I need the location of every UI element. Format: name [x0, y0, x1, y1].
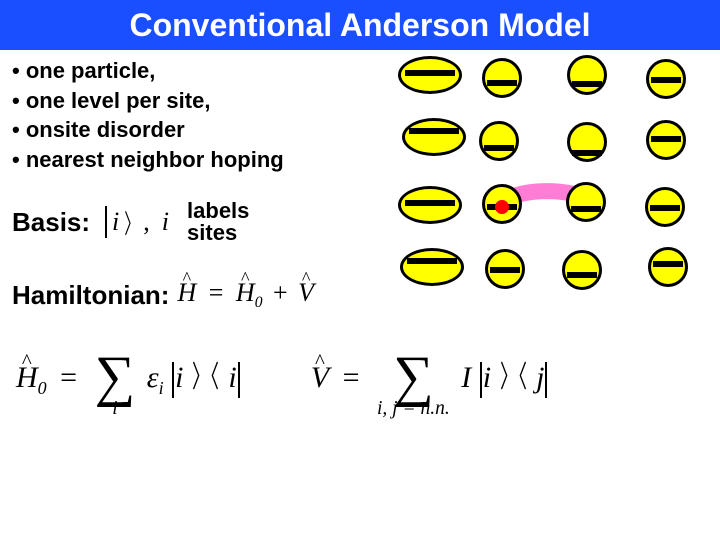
- bullet-item: • onsite disorder: [12, 115, 284, 145]
- bullet-item: • nearest neighbor hoping: [12, 145, 284, 175]
- lattice-site: [479, 121, 519, 161]
- energy-level-icon: [405, 70, 455, 76]
- comma: ,: [143, 207, 150, 237]
- page-title: Conventional Anderson Model: [129, 7, 590, 44]
- energy-level-icon: [567, 272, 597, 278]
- title-bar: Conventional Anderson Model: [0, 0, 720, 50]
- sum-icon: ∑i: [95, 353, 136, 418]
- eq-h0: ^H0 = ∑i εi i〉〈i: [16, 345, 241, 410]
- lattice-site: [400, 248, 464, 286]
- energy-level-icon: [571, 206, 601, 212]
- eq-v: ^V = ∑i, j = n.n. I i〉〈j: [311, 345, 549, 410]
- sum-icon: ∑i, j = n.n.: [377, 353, 450, 418]
- bullet-item: • one particle,: [12, 56, 284, 86]
- energy-level-icon: [484, 145, 514, 151]
- hamiltonian-eq: ^H = ^H0 + ^V: [177, 278, 314, 312]
- energy-level-icon: [405, 200, 455, 206]
- lattice-site: [482, 58, 522, 98]
- lattice-site: [567, 55, 607, 95]
- energy-level-icon: [407, 258, 457, 264]
- lattice-site: [566, 182, 606, 222]
- hamiltonian-label: Hamiltonian:: [12, 280, 169, 311]
- energy-level-icon: [572, 81, 602, 87]
- energy-level-icon: [650, 205, 680, 211]
- energy-level-icon: [572, 150, 602, 156]
- basis-index: i: [162, 207, 169, 237]
- energy-level-icon: [490, 267, 520, 273]
- ket-angle-icon: 〉: [124, 204, 140, 241]
- particle-dot-icon: [495, 200, 509, 214]
- basis-ket: i 〉 ,: [104, 204, 154, 241]
- ket-bar-icon: [105, 206, 107, 237]
- bullet-item: • one level per site,: [12, 86, 284, 116]
- lattice-site: [562, 250, 602, 290]
- lattice-site: [648, 247, 688, 287]
- ket-var: i: [112, 207, 119, 237]
- bullet-list: • one particle,• one level per site,• on…: [12, 56, 284, 175]
- energy-level-icon: [487, 80, 517, 86]
- basis-desc: labels sites: [187, 200, 249, 244]
- lattice-site: [567, 122, 607, 162]
- basis-label: Basis:: [12, 207, 90, 238]
- basis-row: Basis: i 〉 , i labels sites: [12, 200, 249, 244]
- energy-level-icon: [651, 77, 681, 83]
- energy-level-icon: [653, 261, 683, 267]
- hamiltonian-row: Hamiltonian: ^H = ^H0 + ^V: [12, 278, 314, 312]
- energy-level-icon: [409, 128, 459, 134]
- lattice-site: [402, 118, 466, 156]
- energy-level-icon: [651, 136, 681, 142]
- equation-row: ^H0 = ∑i εi i〉〈i ^V = ∑i, j = n.n. I i〉〈…: [16, 345, 548, 410]
